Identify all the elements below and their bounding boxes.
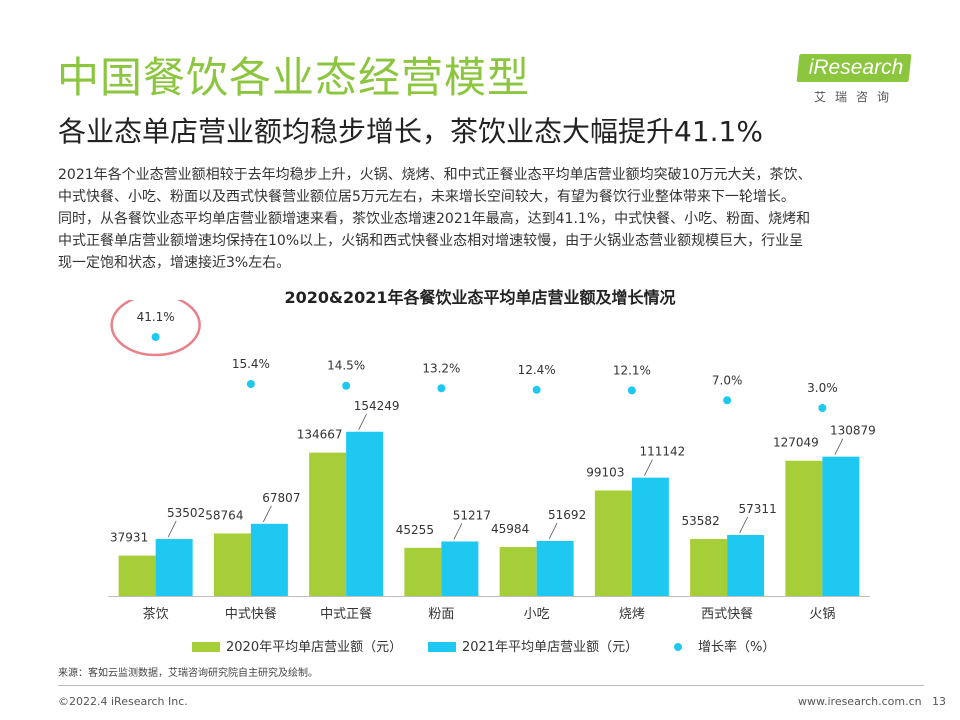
bar-2021 xyxy=(155,539,193,596)
data-label-leader xyxy=(263,505,272,522)
data-label-2021: 67807 xyxy=(262,491,300,505)
data-label-2020: 127049 xyxy=(773,436,819,450)
legend-swatch-2020 xyxy=(192,641,220,652)
growth-point xyxy=(627,386,636,395)
bar-2021 xyxy=(536,540,574,596)
category-label: 茶饮 xyxy=(143,606,169,622)
paragraph-line: 现一定饱和状态，增速接近3%左右。 xyxy=(58,255,291,271)
category-label: 火锅 xyxy=(809,606,835,622)
bar-2020 xyxy=(309,452,347,596)
source-note: 来源：客如云监测数据，艾瑞咨询研究院自主研究及绘制。 xyxy=(58,668,318,679)
logo-subtitle: 艾瑞咨询 xyxy=(814,90,899,104)
legend-label-growth: 增长率（%） xyxy=(698,640,776,655)
logo-name: iResearch xyxy=(808,56,904,79)
highlight-circle xyxy=(110,300,201,357)
bar-2020 xyxy=(213,533,251,596)
legend-item-growth: 增长率（%） xyxy=(664,638,775,658)
paragraph-line: 同时，从各餐饮业态平均单店营业额增速来看，茶饮业态增速2021年最高，达到41.… xyxy=(58,211,811,227)
growth-label: 12.4% xyxy=(518,363,556,377)
category-label: 粉面 xyxy=(428,607,454,622)
bar-2021 xyxy=(822,456,860,596)
growth-label: 7.0% xyxy=(712,373,743,387)
data-label-leader xyxy=(453,523,463,540)
data-label-leader xyxy=(834,438,844,455)
data-label-2021: 111142 xyxy=(639,445,685,459)
data-label-2021: 51217 xyxy=(453,508,491,522)
bar-2020 xyxy=(404,547,442,596)
footer-divider xyxy=(58,685,924,686)
data-label-2020: 37931 xyxy=(110,531,148,545)
growth-label: 12.1% xyxy=(613,363,651,377)
paragraph-line: 2021年各个业态营业额相较于去年均稳步上升，火锅、烧烤、和中式正餐业态平均单店… xyxy=(58,167,812,183)
growth-label: 14.5% xyxy=(327,359,365,373)
legend-item-2020: 2020年平均单店营业额（元） xyxy=(192,638,402,658)
data-label-leader xyxy=(739,516,748,534)
data-label-2021: 51692 xyxy=(548,508,586,522)
paragraph-line: 中式快餐、小吃、粉面以及西式快餐营业额位居5万元左右，未来增长空间较大，有望为餐… xyxy=(58,189,795,205)
paragraph-line: 中式正餐单店营业额增速均保持在10%以上，火锅和西式快餐业态相对增速较慢，由于火… xyxy=(58,233,804,249)
data-label-leader xyxy=(548,522,558,540)
growth-label: 41.1% xyxy=(137,310,175,324)
growth-label: 15.4% xyxy=(232,357,270,371)
category-label: 小吃 xyxy=(524,606,550,622)
data-label-2021: 57311 xyxy=(739,502,777,516)
data-label-leader xyxy=(358,413,367,430)
bar-2021 xyxy=(250,523,288,596)
legend-label-2021: 2021年平均单店营业额（元） xyxy=(462,640,639,655)
growth-point xyxy=(723,396,732,405)
bar-2020 xyxy=(499,547,537,596)
data-label-2020: 58764 xyxy=(205,508,243,522)
category-label: 中式快餐 xyxy=(225,606,277,622)
growth-point xyxy=(246,380,255,388)
page-subtitle: 各业态单店营业额均稳步增长，茶饮业态大幅提升41.1% xyxy=(58,115,763,148)
bar-2021 xyxy=(631,477,669,596)
data-label-2020: 99103 xyxy=(586,465,624,479)
chart-title: 2020&2021年各餐饮业态平均单店营业额及增长情况 xyxy=(284,288,676,307)
legend-swatch-2021 xyxy=(428,641,456,652)
bar-2020 xyxy=(690,538,728,596)
growth-point xyxy=(437,384,446,393)
bar-2020 xyxy=(785,460,823,596)
growth-point xyxy=(151,333,160,341)
copyright: ©2022.4 iResearch Inc. xyxy=(58,695,188,708)
page-title: 中国餐饮各业态经营模型 xyxy=(57,53,531,102)
bar-2021 xyxy=(346,431,384,596)
website: www.iresearch.com.cn xyxy=(798,695,922,708)
legend-item-2021: 2021年平均单店营业额（元） xyxy=(428,638,638,658)
growth-point xyxy=(342,381,351,390)
growth-label: 13.2% xyxy=(422,361,460,375)
summary-paragraph: 2021年各个业态营业额相较于去年均稳步上升，火锅、烧烤、和中式正餐业态平均单店… xyxy=(58,164,918,274)
page-number: 13 xyxy=(932,695,946,708)
data-label-2020: 134667 xyxy=(297,428,343,442)
data-label-2021: 154249 xyxy=(354,399,400,413)
bar-2021 xyxy=(727,534,765,596)
category-label: 西式快餐 xyxy=(701,606,753,622)
data-label-leader xyxy=(644,459,653,476)
data-label-2021: 53502 xyxy=(167,506,205,520)
category-label: 中式正餐 xyxy=(320,606,372,622)
data-label-2020: 45255 xyxy=(396,523,434,537)
bar-2021 xyxy=(441,541,479,596)
data-label-2021: 130879 xyxy=(830,424,876,438)
growth-point xyxy=(532,385,541,394)
bar-2020 xyxy=(118,555,156,596)
bar-chart: 37931 53502 茶饮 41.1% 58764 67807 中式快餐 15.4% 1346… xyxy=(108,300,876,622)
growth-point xyxy=(818,404,827,412)
data-label-2020: 53582 xyxy=(682,514,720,528)
bar-2020 xyxy=(594,490,632,596)
legend-dot-growth xyxy=(674,642,682,651)
growth-label: 3.0% xyxy=(807,381,838,395)
data-label-2020: 45984 xyxy=(491,522,529,536)
iresearch-logo: iResearch 艾瑞咨询 xyxy=(788,48,918,108)
data-label-leader xyxy=(167,520,177,538)
category-label: 烧烤 xyxy=(619,607,645,622)
legend-label-2020: 2020年平均单店营业额（元） xyxy=(226,640,403,655)
